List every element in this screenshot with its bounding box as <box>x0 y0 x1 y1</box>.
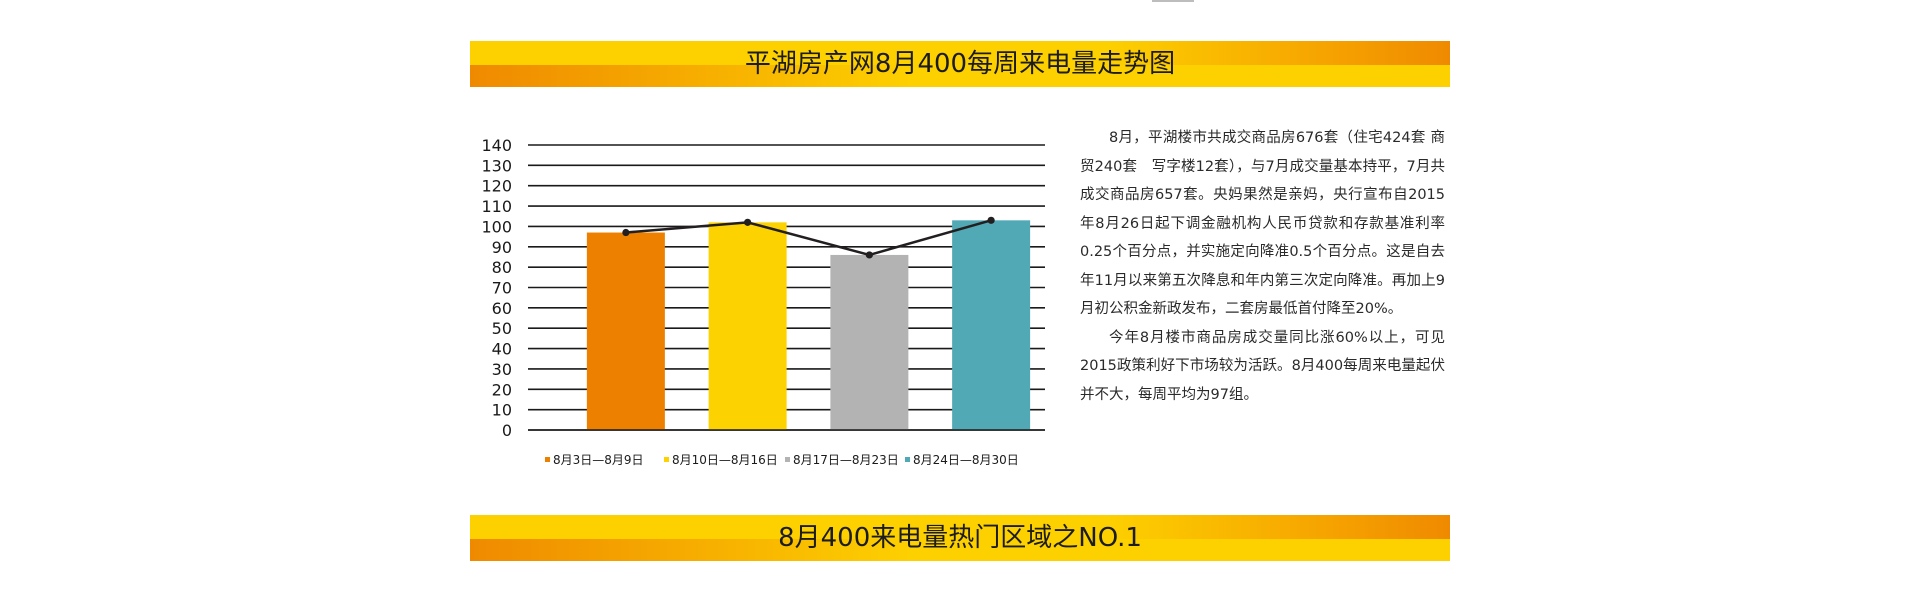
y-tick-label: 30 <box>492 360 512 379</box>
banner-title: 8月400来电量热门区域之NO.1 <box>778 523 1142 553</box>
bar <box>708 222 787 430</box>
legend-swatch <box>785 457 790 462</box>
y-tick-label: 40 <box>492 340 512 359</box>
y-tick-label: 50 <box>492 319 512 338</box>
trend-point <box>622 228 630 237</box>
bar <box>830 254 909 430</box>
y-tick-label: 60 <box>492 299 512 318</box>
legend-label: 8月17日—8月23日 <box>793 453 899 467</box>
y-tick-label: 80 <box>492 258 512 277</box>
y-tick-label: 20 <box>492 380 512 399</box>
banner-top-stripe <box>470 515 1450 539</box>
article-text: 8月，平湖楼市共成交商品房676套（住宅424套 商贸240套 写字楼12套），… <box>1080 124 1445 409</box>
bar <box>952 220 1031 430</box>
section-title-banner: 8月400来电量热门区域之NO.1 <box>470 515 1450 561</box>
trend-point <box>865 251 873 259</box>
article-paragraph-2: 今年8月楼市商品房成交量同比涨60%以上，可见2015政策利好下市场较为活跃。8… <box>1080 329 1445 403</box>
legend-swatch <box>905 457 910 462</box>
legend-label: 8月10日—8月16日 <box>672 453 778 467</box>
trend-line <box>625 219 992 257</box>
trend-point <box>987 216 995 224</box>
trend-point <box>744 218 752 226</box>
chart-title-banner: 平湖房产网8月400每周来电量走势图 <box>470 41 1450 87</box>
y-tick-label: 90 <box>492 238 512 257</box>
y-tick-label: 130 <box>481 156 512 175</box>
legend-label: 8月3日—8月9日 <box>553 453 644 467</box>
legend-swatch <box>545 457 550 462</box>
y-tick-label: 120 <box>481 177 512 196</box>
y-tick-label: 110 <box>481 197 512 216</box>
legend-swatch <box>664 457 669 462</box>
banner-top-stripe <box>470 41 1450 65</box>
y-tick-label: 140 <box>481 136 512 155</box>
legend-label: 8月24日—8月30日 <box>913 453 1019 467</box>
y-tick-label: 10 <box>492 401 512 420</box>
banner-title: 平湖房产网8月400每周来电量走势图 <box>744 49 1176 79</box>
y-tick-label: 0 <box>502 421 512 440</box>
banner-bottom-stripe <box>470 65 1450 87</box>
article-paragraph-1: 8月，平湖楼市共成交商品房676套（住宅424套 商贸240套 写字楼12套），… <box>1080 130 1445 317</box>
bar <box>586 232 665 430</box>
y-tick-label: 70 <box>492 279 512 298</box>
y-tick-label: 100 <box>481 217 512 236</box>
banner-bottom-stripe <box>470 539 1450 561</box>
top-divider <box>1152 0 1194 2</box>
